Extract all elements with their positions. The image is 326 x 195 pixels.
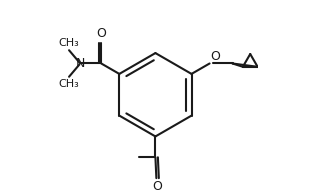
Text: O: O <box>152 180 162 193</box>
Text: O: O <box>210 50 220 63</box>
Text: O: O <box>96 27 106 40</box>
Text: CH₃: CH₃ <box>58 79 79 89</box>
Text: CH₃: CH₃ <box>58 38 79 48</box>
Text: N: N <box>76 57 85 70</box>
